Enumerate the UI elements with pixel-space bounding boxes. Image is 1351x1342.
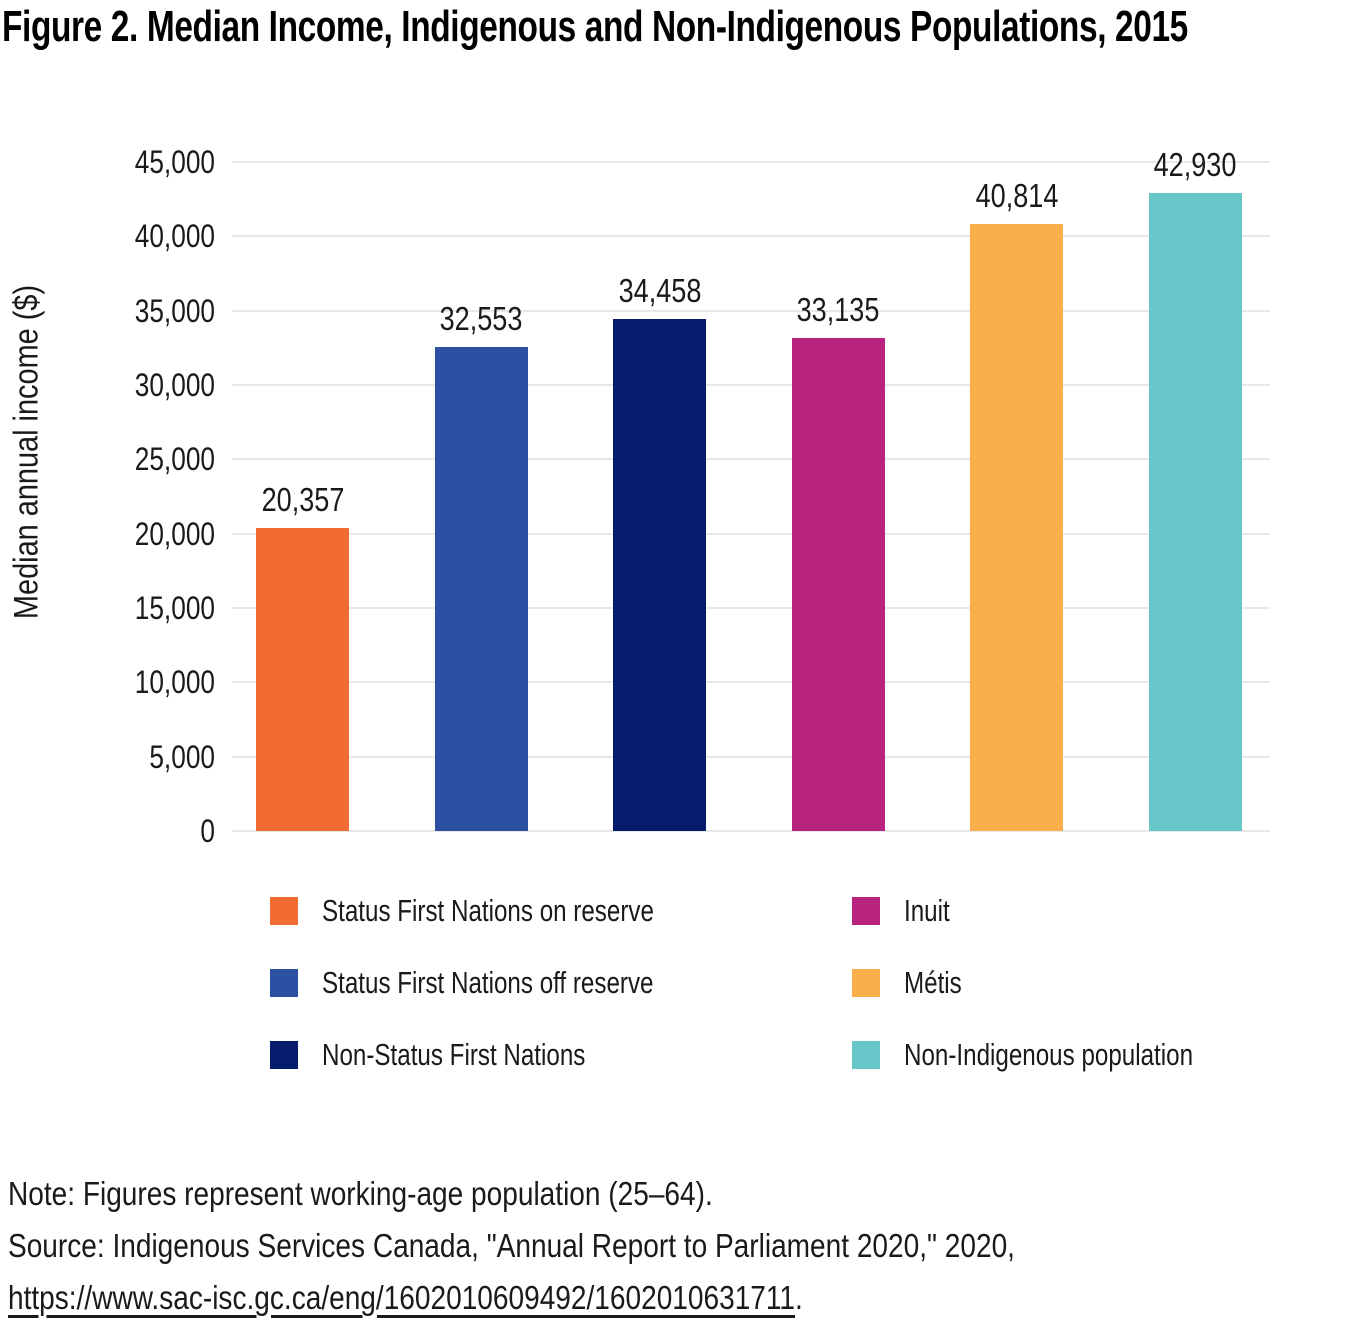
note-text: Note: Figures represent working-age popu… (8, 1175, 713, 1212)
source-link-period: . (795, 1279, 803, 1316)
bar-inuit (791, 338, 885, 831)
legend-label-non-indigenous-population: Non-Indigenous population (904, 1037, 1194, 1072)
legend-swatch-metis (852, 969, 880, 997)
figure-notes: Note: Figures represent working-age popu… (8, 1168, 1348, 1324)
y-tick-label: 0 (200, 813, 215, 849)
y-tick-label: 5,000 (149, 738, 215, 775)
gridline (232, 830, 1270, 832)
legend-label-inuit: Inuit (904, 893, 950, 928)
y-tick-label: 45,000 (134, 144, 215, 180)
bar-value-label: 40,814 (975, 177, 1058, 215)
y-axis-title: Median annual income ($) (7, 284, 46, 620)
figure-title: Figure 2. Median Income, Indigenous and … (2, 2, 1188, 51)
y-tick-label: 20,000 (134, 515, 215, 552)
bar-non-status-first-nations (613, 318, 706, 831)
y-tick-label: 40,000 (134, 218, 215, 255)
legend-label-status-first-nations-off-reserve: Status First Nations off reserve (322, 965, 654, 1000)
y-tick-label: 10,000 (134, 664, 215, 701)
gridline (232, 458, 1270, 461)
legend-swatch-non-indigenous-population (852, 1041, 880, 1069)
bar-value-label: 32,553 (439, 300, 523, 338)
bar-status-first-nations-on-reserve (256, 528, 349, 831)
source-link[interactable]: https://www.sac-isc.gc.ca/eng/1602010609… (8, 1279, 796, 1316)
y-tick-label: 25,000 (134, 441, 215, 478)
bar-metis (970, 224, 1063, 831)
bar-value-label: 20,357 (261, 481, 344, 519)
bar-value-label: 33,135 (796, 291, 880, 329)
legend-label-non-status-first-nations: Non-Status First Nations (322, 1037, 586, 1072)
bar-value-label: 42,930 (1153, 145, 1237, 183)
bar-non-indigenous-population (1148, 192, 1242, 831)
legend-swatch-inuit (852, 897, 880, 925)
gridline (232, 532, 1270, 535)
source-text: Source: Indigenous Services Canada, "Ann… (8, 1227, 1015, 1264)
gridline (232, 607, 1270, 609)
gridline (232, 384, 1270, 386)
y-tick-label: 15,000 (134, 590, 215, 626)
bar-value-label: 34,458 (618, 271, 701, 309)
legend-label-metis: Métis (904, 965, 962, 1000)
legend-swatch-status-first-nations-off-reserve (270, 969, 298, 997)
bar-status-first-nations-off-reserve (434, 347, 528, 831)
gridline (232, 235, 1270, 238)
legend-swatch-non-status-first-nations (270, 1041, 298, 1069)
gridline (232, 681, 1270, 684)
y-tick-label: 30,000 (134, 367, 215, 403)
legend-label-status-first-nations-on-reserve: Status First Nations on reserve (322, 893, 654, 928)
y-tick-label: 35,000 (134, 292, 215, 329)
legend-swatch-status-first-nations-on-reserve (270, 897, 298, 925)
source-link-line: https://www.sac-isc.gc.ca/eng/1602010609… (8, 1272, 1147, 1324)
gridline (232, 161, 1270, 163)
gridline (232, 755, 1270, 758)
gridline (232, 309, 1270, 312)
